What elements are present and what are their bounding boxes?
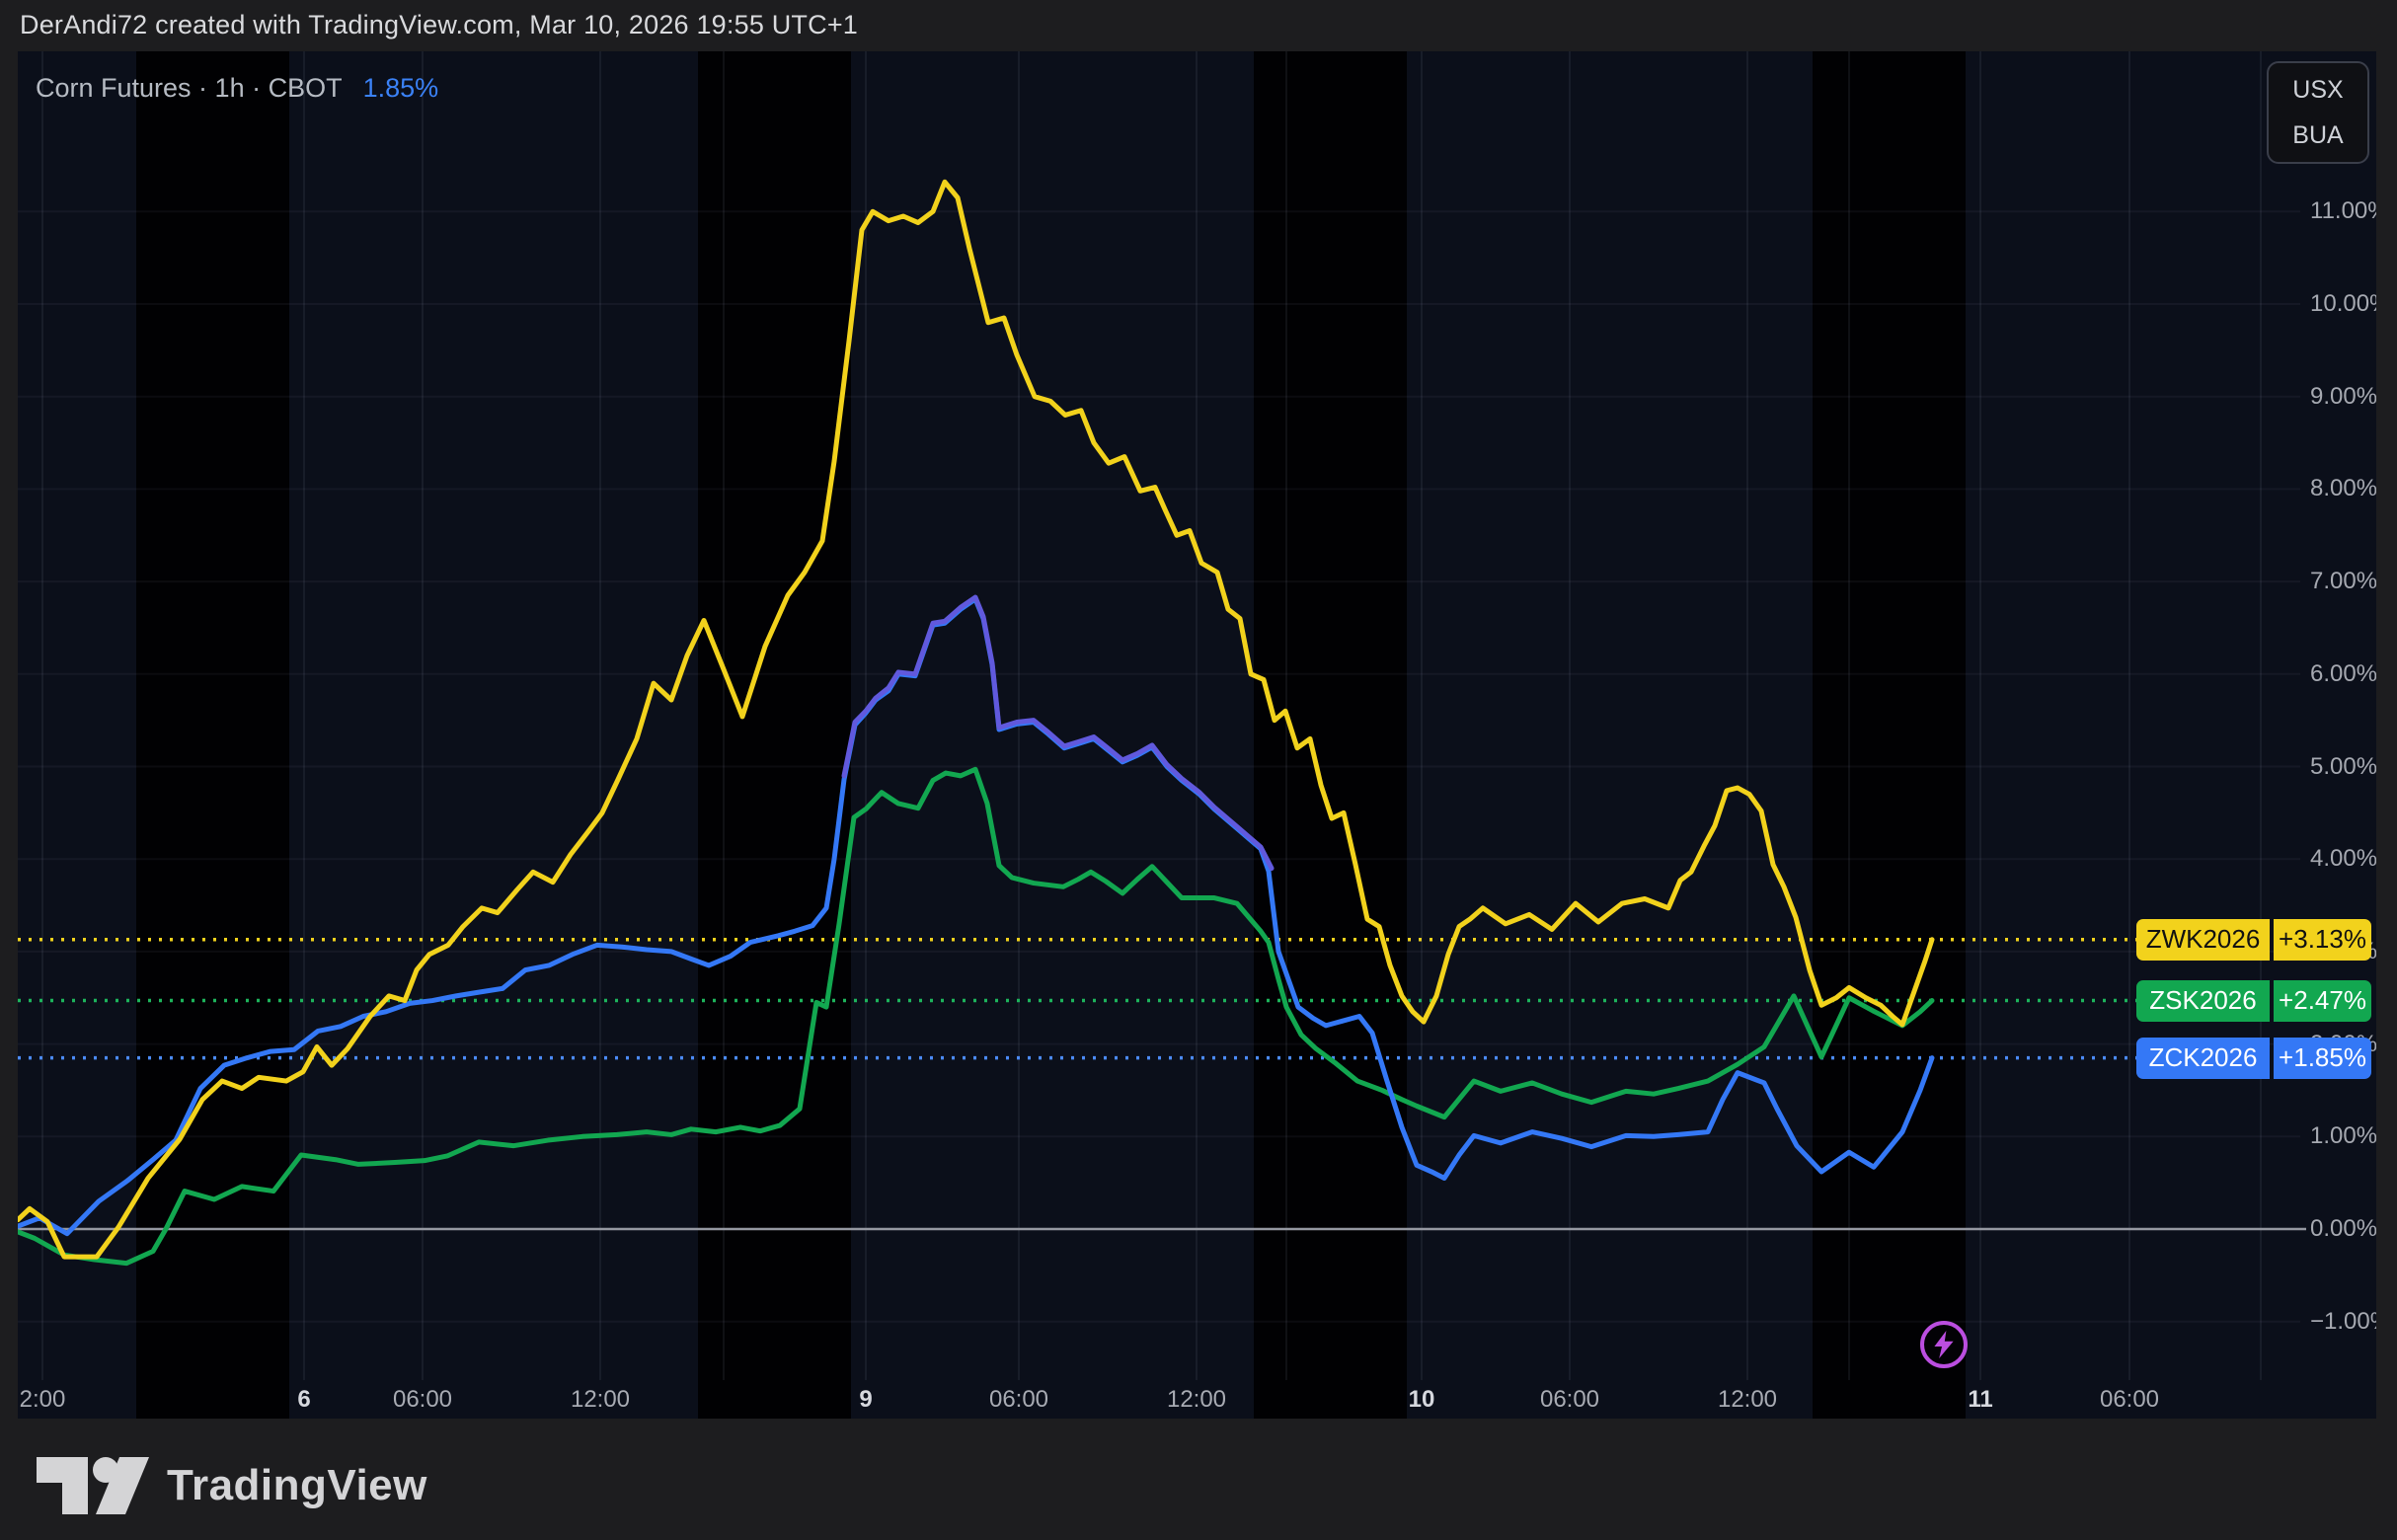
- tradingview-logo[interactable]: TradingView: [37, 1456, 427, 1514]
- time-axis-label: 6: [297, 1386, 311, 1413]
- series-line-compare-purple: [841, 594, 1275, 872]
- price-axis-label: 9.00%: [2310, 382, 2376, 410]
- chart-pane[interactable]: Corn Futures · 1h · CBOT 1.85% USX BUA 1…: [18, 51, 2376, 1419]
- price-badge-ZWK2026[interactable]: ZWK2026 +3.13%: [2136, 918, 2371, 961]
- price-axis-label: 10.00%: [2310, 290, 2376, 317]
- price-axis-label: 6.00%: [2310, 659, 2376, 687]
- time-axis-label: 11: [1968, 1386, 1993, 1413]
- price-badge-ZCK2026[interactable]: ZCK2026 +1.85%: [2136, 1037, 2371, 1079]
- time-axis-label: 06:00: [392, 1386, 453, 1413]
- price-chart-canvas[interactable]: [18, 51, 2376, 1419]
- price-badge-value: +2.47%: [2274, 979, 2371, 1022]
- time-axis-label: 06:00: [988, 1386, 1049, 1413]
- price-axis-label: 11.00%: [2310, 197, 2376, 225]
- series-line-ZSK2026: [18, 766, 1935, 1267]
- attribution-bar: DerAndi72 created with TradingView.com, …: [0, 0, 2397, 51]
- price-axis-label: 4.00%: [2310, 845, 2376, 873]
- price-badge-ticker: ZWK2026: [2136, 918, 2270, 961]
- price-badge-ticker: ZCK2026: [2136, 1037, 2270, 1079]
- session-band: [1813, 51, 1966, 1419]
- session-band: [698, 51, 851, 1419]
- time-axis-label: 12:00: [1717, 1386, 1778, 1413]
- time-axis-label: 2:00: [19, 1386, 66, 1413]
- unit-option-usx[interactable]: USX: [2292, 75, 2344, 104]
- price-axis-label: 5.00%: [2310, 752, 2376, 780]
- flash-event-icon[interactable]: [1920, 1321, 1968, 1368]
- session-band: [1254, 51, 1407, 1419]
- unit-option-bua[interactable]: BUA: [2292, 120, 2344, 149]
- bottom-bar: TradingView: [0, 1430, 2397, 1540]
- price-axis-label: 0.00%: [2310, 1215, 2376, 1242]
- price-axis-label: 8.00%: [2310, 475, 2376, 502]
- price-axis-label: 7.00%: [2310, 568, 2376, 595]
- attribution-text: DerAndi72 created with TradingView.com, …: [20, 10, 859, 39]
- time-axis-label: 06:00: [2099, 1386, 2160, 1413]
- symbol-description: Corn Futures · 1h · CBOT: [36, 73, 343, 103]
- symbol-title[interactable]: Corn Futures · 1h · CBOT 1.85%: [36, 73, 438, 104]
- time-axis-label: 10: [1408, 1386, 1435, 1413]
- tradingview-logo-mark: [37, 1456, 149, 1514]
- price-badge-value: +1.85%: [2274, 1037, 2371, 1079]
- price-badge-value: +3.13%: [2274, 918, 2371, 961]
- lightning-bolt-icon: [1934, 1331, 1954, 1358]
- axis-unit-selector[interactable]: USX BUA: [2267, 61, 2369, 164]
- time-axis-label: 9: [859, 1386, 873, 1413]
- price-axis-label: −1.00%: [2310, 1307, 2376, 1335]
- symbol-change-percent: 1.85%: [362, 73, 439, 103]
- price-axis-label: 1.00%: [2310, 1122, 2376, 1150]
- tradingview-logo-text: TradingView: [167, 1460, 427, 1509]
- time-axis-label: 06:00: [1539, 1386, 1600, 1413]
- price-badge-ZSK2026[interactable]: ZSK2026 +2.47%: [2136, 979, 2371, 1022]
- time-axis-label: 12:00: [570, 1386, 631, 1413]
- price-badge-ticker: ZSK2026: [2136, 979, 2270, 1022]
- series-line-ZWK2026: [18, 179, 1935, 1260]
- time-axis-label: 12:00: [1166, 1386, 1227, 1413]
